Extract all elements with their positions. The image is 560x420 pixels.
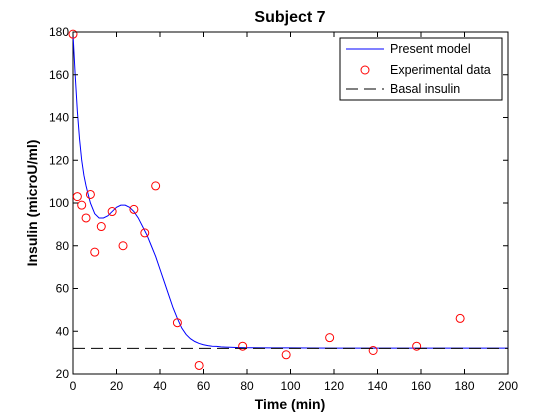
x-tick-label: 40 [153, 379, 167, 393]
experimental-data-point [140, 228, 150, 238]
experimental-data-point [129, 204, 139, 214]
y-tick-label: 20 [56, 367, 70, 381]
x-tick-label: 160 [411, 379, 431, 393]
y-tick-label: 60 [56, 282, 70, 296]
experimental-data-point [325, 333, 335, 343]
x-tick-label: 120 [324, 379, 344, 393]
experimental-data-point [455, 313, 465, 323]
x-axis: 0 20 40 60 80 100 120 140 160 180 200 [70, 32, 518, 393]
y-tick-label: 80 [56, 239, 70, 253]
experimental-data-point [90, 247, 100, 257]
legend-label-present-model: Present model [390, 42, 471, 56]
present-model-line [72, 34, 508, 349]
x-tick-label: 20 [110, 379, 124, 393]
experimental-data-point [77, 200, 87, 210]
experimental-data-point [368, 345, 378, 355]
y-axis: 20 40 60 80 100 120 140 160 180 [49, 25, 508, 381]
x-tick-label: 180 [454, 379, 474, 393]
legend-box [339, 37, 503, 101]
legend-label-basal-insulin: Basal insulin [390, 82, 460, 96]
legend-label-experimental-data: Experimental data [390, 63, 491, 77]
x-tick-label: 200 [498, 379, 518, 393]
experimental-data-point [281, 350, 291, 360]
x-axis-label: Time (min) [255, 396, 326, 412]
y-axis-label: Insulin (microU/ml) [24, 140, 40, 267]
y-tick-label: 140 [49, 111, 69, 125]
experimental-data-point [68, 29, 78, 39]
experimental-data-point [238, 341, 248, 351]
experimental-data-point [85, 189, 95, 199]
experimental-data-point [172, 318, 182, 328]
experimental-data-point [118, 241, 128, 251]
chart-title: Subject 7 [254, 9, 325, 26]
experimental-data-point [96, 222, 106, 232]
experimental-data-point [151, 181, 161, 191]
y-tick-label: 100 [49, 196, 69, 210]
experimental-data-point [72, 192, 82, 202]
y-tick-label: 160 [49, 68, 69, 82]
x-tick-label: 100 [280, 379, 300, 393]
experimental-data-point [412, 341, 422, 351]
legend: Present model Experimental data Basal in… [339, 37, 503, 101]
experimental-data-point [107, 207, 117, 217]
legend-swatch-experimental-data [360, 65, 370, 75]
experimental-data-point [194, 360, 204, 370]
y-tick-label: 180 [49, 25, 69, 39]
x-tick-label: 140 [367, 379, 387, 393]
x-tick-label: 60 [197, 379, 211, 393]
x-tick-label: 0 [70, 379, 77, 393]
y-tick-label: 40 [56, 324, 70, 338]
x-tick-label: 80 [240, 379, 254, 393]
experimental-data-point [81, 213, 91, 223]
y-tick-label: 120 [49, 153, 69, 167]
series-layer [68, 29, 508, 370]
